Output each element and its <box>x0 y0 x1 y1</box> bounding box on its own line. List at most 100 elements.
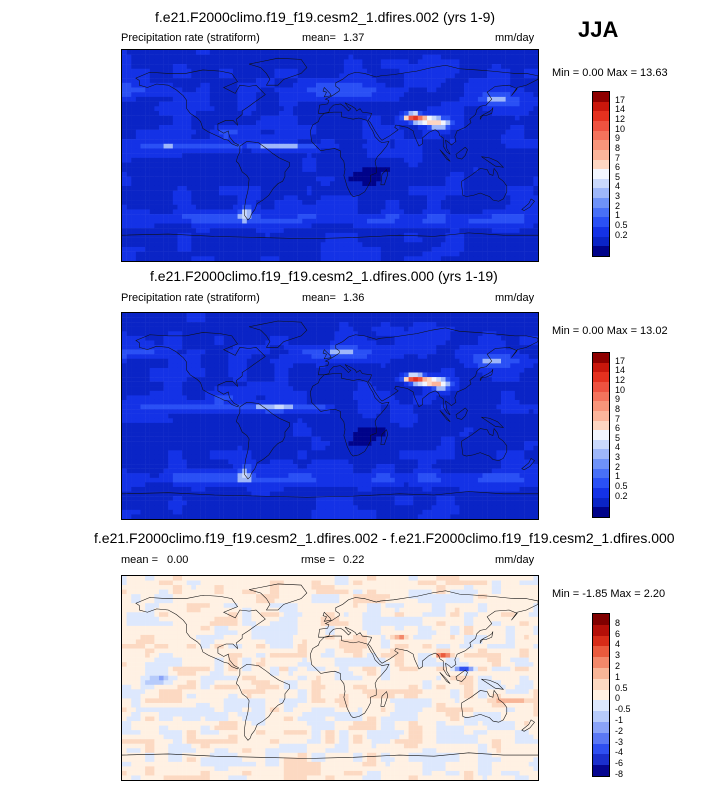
heatmap-cell <box>154 251 160 257</box>
heatmap-cell <box>510 68 516 74</box>
heatmap-cell <box>214 237 220 243</box>
heatmap-cell <box>283 326 289 332</box>
heatmap-cell <box>436 335 442 341</box>
heatmap-cell <box>491 153 497 159</box>
heatmap-cell <box>237 134 243 140</box>
heatmap-cell <box>357 167 363 173</box>
heatmap-cell <box>459 335 465 341</box>
heatmap-cell <box>357 68 363 74</box>
heatmap-cell <box>459 148 465 154</box>
heatmap-cell <box>283 78 289 84</box>
heatmap-cell <box>223 317 229 323</box>
heatmap-cell <box>385 73 391 79</box>
heatmap-cell <box>200 218 206 224</box>
heatmap-cell <box>214 110 220 116</box>
heatmap-cell <box>172 176 178 182</box>
heatmap-cell <box>385 223 391 229</box>
heatmap-cell <box>251 50 257 55</box>
heatmap-cell <box>283 64 289 69</box>
heatmap-cell <box>149 153 155 159</box>
heatmap-cell <box>265 317 271 323</box>
heatmap-cell <box>283 92 289 98</box>
panel-1-title: f.e21.F2000climo.f19_f19.cesm2_1.dfires.… <box>155 9 496 25</box>
heatmap-cell <box>487 223 493 229</box>
heatmap-cell <box>482 125 488 130</box>
heatmap-cell <box>200 125 206 130</box>
heatmap-cell <box>362 64 368 69</box>
heatmap-cell <box>376 129 382 135</box>
heatmap-cell <box>191 181 197 187</box>
heatmap-cell <box>487 115 493 121</box>
heatmap-cell <box>214 101 220 107</box>
heatmap-cell <box>487 82 493 88</box>
heatmap-cell <box>320 246 326 252</box>
heatmap-cell <box>528 322 534 327</box>
heatmap-cell <box>316 92 321 98</box>
heatmap-cell <box>237 78 243 84</box>
heatmap-cell <box>468 78 474 84</box>
heatmap-cell <box>232 176 238 182</box>
heatmap-cell <box>473 115 479 121</box>
heatmap-cell <box>311 120 317 126</box>
heatmap-cell <box>260 181 266 187</box>
heatmap-cell <box>306 340 312 346</box>
heatmap-cell <box>306 171 312 177</box>
heatmap-cell <box>533 143 538 149</box>
heatmap-cell <box>320 106 326 112</box>
heatmap-cell <box>440 185 446 191</box>
heatmap-cell <box>131 200 137 205</box>
heatmap-cell <box>330 167 335 173</box>
heatmap-cell <box>223 335 229 341</box>
heatmap-cell <box>348 349 354 355</box>
heatmap-cell <box>362 322 368 327</box>
heatmap-cell <box>265 101 271 107</box>
heatmap-cell <box>232 246 238 252</box>
heatmap-cell <box>219 134 224 140</box>
heatmap-cell <box>454 349 460 355</box>
heatmap-cell <box>251 73 257 79</box>
heatmap-cell <box>237 176 243 182</box>
heatmap-cell <box>242 246 248 252</box>
heatmap-cell <box>209 232 215 238</box>
heatmap-cell <box>191 349 197 355</box>
heatmap-cell <box>209 167 215 173</box>
heatmap-cell <box>514 120 520 126</box>
heatmap-cell <box>376 256 382 261</box>
heatmap-cell <box>283 317 289 323</box>
heatmap-cell <box>269 59 275 65</box>
heatmap-cell <box>172 349 178 355</box>
heatmap-cell <box>242 96 248 102</box>
heatmap-cell <box>422 148 428 154</box>
heatmap-cell <box>186 326 192 332</box>
heatmap-cell <box>413 246 419 252</box>
heatmap-cell <box>228 242 234 248</box>
heatmap-cell <box>366 228 372 234</box>
heatmap-cell <box>168 73 174 79</box>
heatmap-cell <box>306 326 312 332</box>
heatmap-cell <box>283 82 289 88</box>
heatmap-cell <box>283 50 289 55</box>
heatmap-cell <box>246 331 252 337</box>
heatmap-cell <box>505 209 511 215</box>
heatmap-cell <box>228 101 234 107</box>
heatmap-cell <box>454 96 460 102</box>
heatmap-cell <box>135 157 141 163</box>
heatmap-cell <box>251 68 257 74</box>
heatmap-cell <box>353 50 358 55</box>
heatmap-cell <box>122 349 127 355</box>
heatmap-cell <box>163 92 169 98</box>
heatmap-cell <box>214 64 220 69</box>
heatmap-cell <box>200 232 206 238</box>
heatmap-cell <box>496 345 502 350</box>
heatmap-cell <box>422 92 428 98</box>
heatmap-cell <box>496 185 502 191</box>
heatmap-cell <box>408 218 414 224</box>
heatmap-cell <box>440 115 446 121</box>
heatmap-cell <box>519 120 525 126</box>
heatmap-cell <box>482 143 488 149</box>
heatmap-cell <box>528 148 534 154</box>
heatmap-cell <box>205 134 211 140</box>
heatmap-cell <box>163 313 169 318</box>
heatmap-cell <box>269 106 275 112</box>
heatmap-cell <box>334 313 340 318</box>
